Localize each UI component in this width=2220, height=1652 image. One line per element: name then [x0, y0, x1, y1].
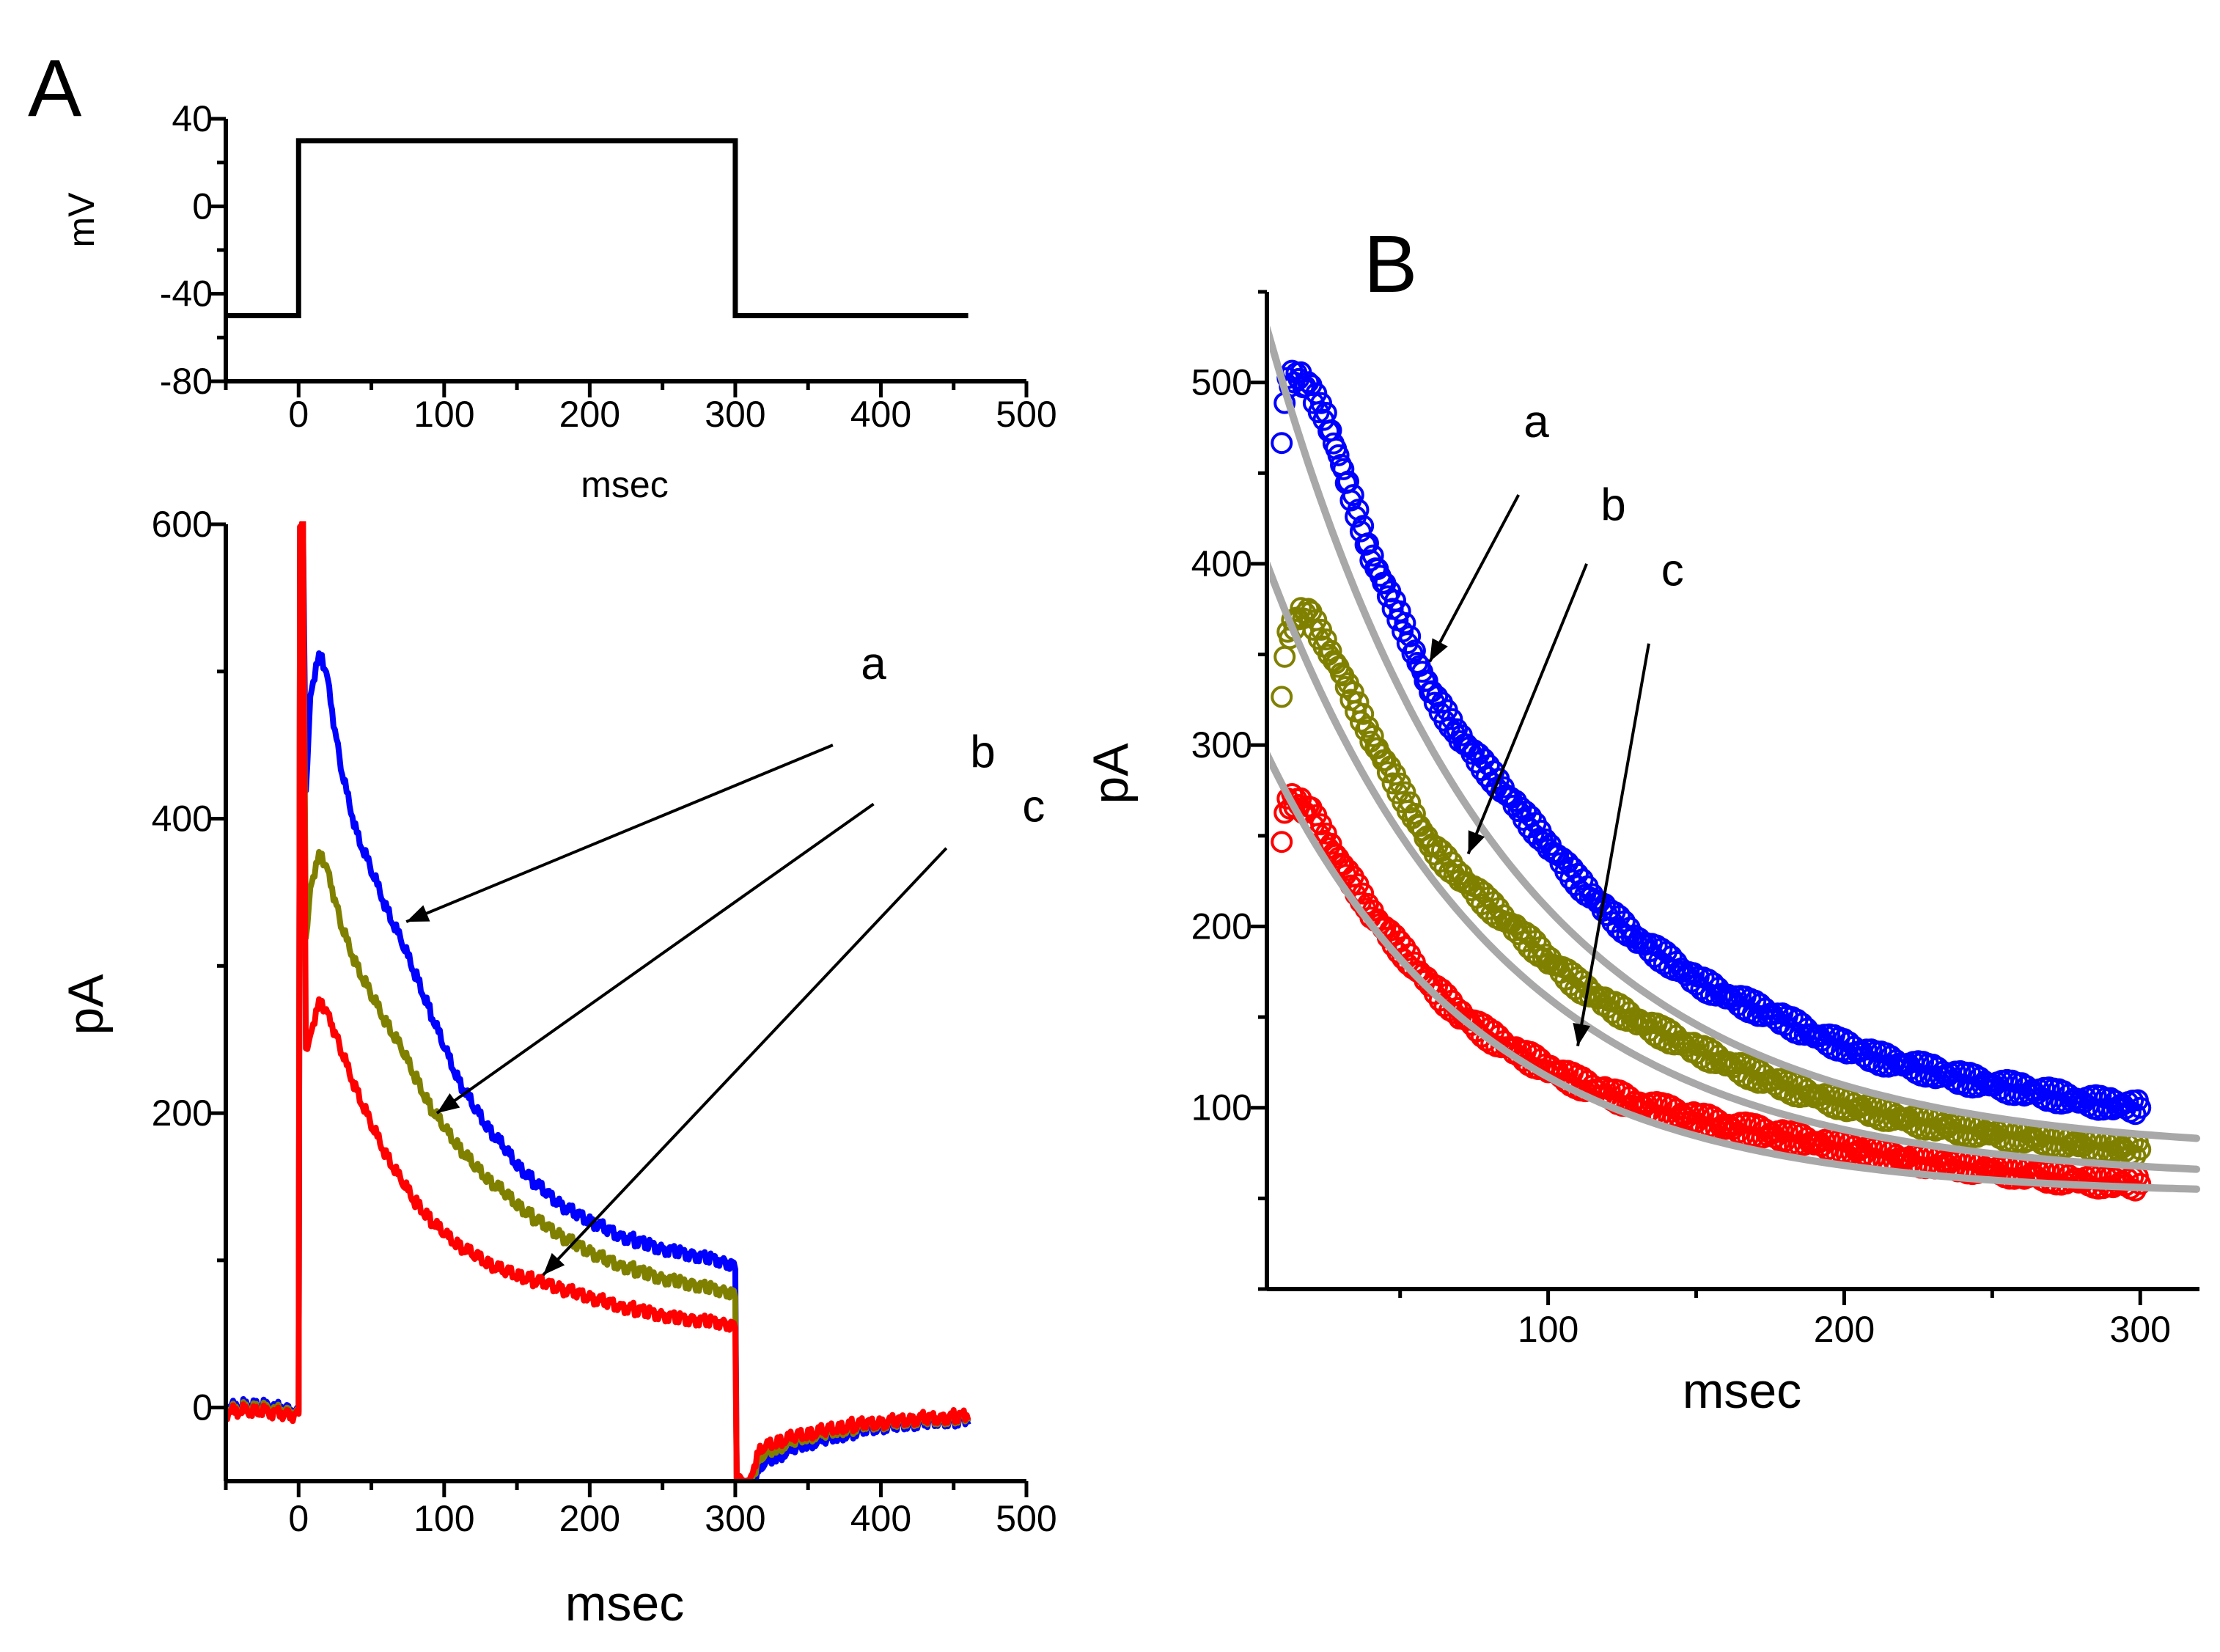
data-point-a — [1399, 625, 1422, 647]
data-point-a — [1441, 708, 1463, 730]
fits-arrow-c — [1576, 643, 1650, 1047]
protocol-y-tick-label: 40 — [172, 98, 213, 139]
currents-arrow-a — [405, 744, 834, 923]
currents-annotation-label-a: a — [861, 639, 886, 689]
fits-y-tick-label: 400 — [1191, 543, 1252, 584]
fits-arrow-b — [1466, 563, 1588, 855]
protocol-x-tick-label: 200 — [559, 394, 620, 435]
data-point-a — [1416, 669, 1438, 692]
data-point-a — [2129, 1096, 2152, 1119]
currents-x-tick-label: 0 — [288, 1498, 309, 1539]
currents-xlabel: msec — [565, 1576, 684, 1631]
fits-arrowhead-c — [1573, 1023, 1591, 1046]
protocol-ylabel: mV — [61, 192, 102, 248]
currents-y-tick-label: 200 — [152, 1093, 213, 1134]
data-point-a — [2124, 1103, 2147, 1126]
fits-annotation-label-b: b — [1600, 480, 1625, 531]
protocol-voltage-trace — [226, 138, 969, 318]
currents-y-tick-label: 0 — [192, 1387, 213, 1428]
data-point-a — [1271, 432, 1293, 455]
data-point-b — [1325, 652, 1348, 675]
currents-x-tick-label: 300 — [705, 1498, 765, 1539]
currents-arrowhead-c — [543, 1252, 565, 1275]
fits-annotation-label-a: a — [1524, 397, 1549, 447]
fit-curve-a — [1270, 326, 2200, 1142]
data-point-a — [1332, 458, 1355, 480]
fits-ylabel: pA — [1083, 743, 1139, 804]
data-point-c — [1271, 831, 1293, 853]
currents-chart: pA msec 0 100 200 300 400 500 0 200 400 600 a bc — [58, 504, 1057, 1631]
currents-arrowhead-b — [436, 1093, 460, 1114]
currents-y-tick-label: 400 — [152, 799, 213, 840]
protocol-y-tick-label: -40 — [160, 274, 213, 315]
currents-x-tick-label: 200 — [559, 1498, 620, 1539]
fit-curve-c — [1270, 752, 2200, 1193]
data-point-b — [1290, 597, 1312, 620]
data-point-b — [1352, 702, 1375, 725]
fits-y-tick-label: 200 — [1191, 906, 1252, 947]
currents-y-tick-label: 600 — [152, 504, 213, 545]
currents-arrow-b — [435, 802, 875, 1115]
fits-x-tick-label: 300 — [2110, 1309, 2171, 1350]
fits-y-tick-label: 500 — [1191, 362, 1252, 403]
data-point-a — [1361, 544, 1384, 567]
currents-x-tick-label: 400 — [850, 1498, 911, 1539]
data-point-a — [1342, 484, 1364, 507]
currents-x-tick-label: 100 — [414, 1498, 474, 1539]
fits-y-tick-label: 100 — [1191, 1087, 1252, 1128]
data-point-c — [1315, 822, 1337, 845]
fits-y-tick-label: 300 — [1191, 724, 1252, 766]
data-point-b — [1271, 686, 1293, 708]
protocol-xlabel: msec — [581, 464, 668, 505]
protocol-x-tick-label: 0 — [288, 394, 309, 435]
fits-xlabel: msec — [1683, 1363, 1801, 1419]
data-point-a — [1534, 828, 1557, 851]
fits-arrowhead-b — [1468, 830, 1485, 854]
currents-annotation-label-c: c — [1022, 782, 1045, 832]
fits-chart: pA msec 100 200 300 100 200 300 400 500 a bc — [1083, 290, 2200, 1419]
data-point-b — [2129, 1138, 2152, 1161]
data-point-a — [1403, 639, 1426, 662]
panel-b-label: B — [1364, 219, 1417, 309]
fits-arrow-a — [1428, 494, 1521, 663]
protocol-x-tick-label: 100 — [414, 394, 474, 435]
currents-ylabel: pA — [58, 974, 114, 1035]
currents-arrow-c — [542, 847, 948, 1277]
protocol-x-tick-label: 400 — [850, 394, 911, 435]
protocol-x-tick-label: 500 — [996, 394, 1056, 435]
fits-annotation-label-c: c — [1661, 546, 1684, 596]
protocol-y-tick-label: 0 — [192, 186, 213, 227]
data-point-b — [1399, 791, 1422, 814]
fit-curve-b — [1270, 561, 2200, 1173]
data-point-c — [1352, 882, 1375, 905]
data-point-b — [1322, 650, 1345, 672]
data-point-b — [1361, 724, 1384, 747]
data-point-a — [1327, 444, 1350, 466]
fits-x-tick-label: 100 — [1518, 1309, 1578, 1350]
protocol-x-tick-label: 300 — [705, 394, 765, 435]
data-point-a — [1357, 532, 1379, 555]
fits-arrowhead-a — [1430, 638, 1448, 662]
protocol-y-tick-label: -80 — [160, 361, 213, 402]
currents-annotation-label-b: b — [970, 727, 995, 777]
panel-a-label: A — [28, 43, 82, 133]
protocol-chart: mV msec 0 100 200 300 400 500 -80 -40 0 40 — [61, 98, 1057, 505]
fits-x-tick-label: 200 — [1814, 1309, 1875, 1350]
data-point-b — [1315, 628, 1337, 651]
current-trace-c — [226, 521, 971, 1481]
currents-x-tick-label: 500 — [996, 1498, 1056, 1539]
currents-arrowhead-a — [406, 905, 430, 922]
